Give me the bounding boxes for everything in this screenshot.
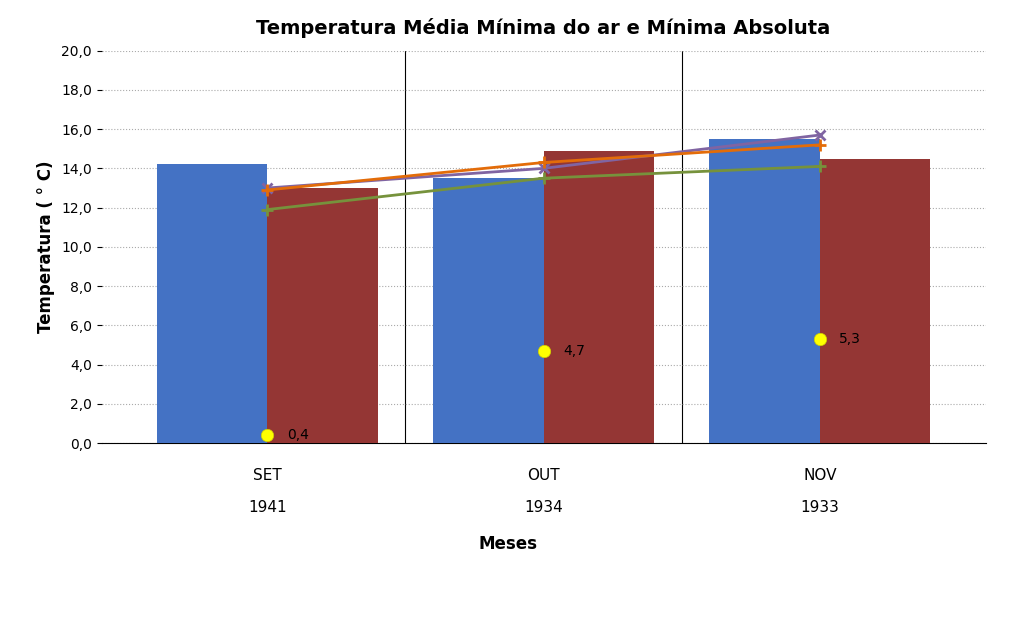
Média (1933-2010) [814,141,826,149]
Line: Normal (1933-1960): Normal (1933-1960) [262,161,825,215]
Text: 0,4: 0,4 [287,429,309,442]
Bar [544,151,654,443]
Text: 4,7: 4,7 [563,344,585,358]
Mínimas Absolutas (1933-2011) [535,346,552,356]
Normal (1933-1960) [814,163,826,170]
Normal (1961-1990) [814,131,826,139]
Bar [156,165,267,443]
Bar [709,139,820,443]
Média (1933-2010) [261,186,273,194]
Bar [267,188,378,443]
Normal (1933-1960) [261,206,273,213]
Text: 1934: 1934 [524,500,563,515]
Title: Temperatura Média Mínima do ar e Mínima Absoluta: Temperatura Média Mínima do ar e Mínima … [256,18,831,38]
Normal (1933-1960) [537,174,550,182]
Bar [433,179,544,443]
Text: 1941: 1941 [248,500,287,515]
Text: Meses: Meses [479,535,537,553]
Text: 1933: 1933 [801,500,839,515]
Text: OUT: OUT [527,468,560,484]
Line: Média (1933-2010): Média (1933-2010) [262,139,825,196]
Mínimas Absolutas (1933-2011) [259,430,275,441]
Line: Normal (1961-1990): Normal (1961-1990) [262,130,825,193]
Text: SET: SET [253,468,281,484]
Bar [820,159,931,443]
Mínimas Absolutas (1933-2011) [812,334,828,344]
Text: NOV: NOV [803,468,836,484]
Média (1933-2010) [537,159,550,166]
Normal (1961-1990) [261,184,273,192]
Y-axis label: Temperatura ( ° C): Temperatura ( ° C) [38,161,56,333]
Normal (1961-1990) [537,165,550,172]
Text: 5,3: 5,3 [839,332,861,346]
